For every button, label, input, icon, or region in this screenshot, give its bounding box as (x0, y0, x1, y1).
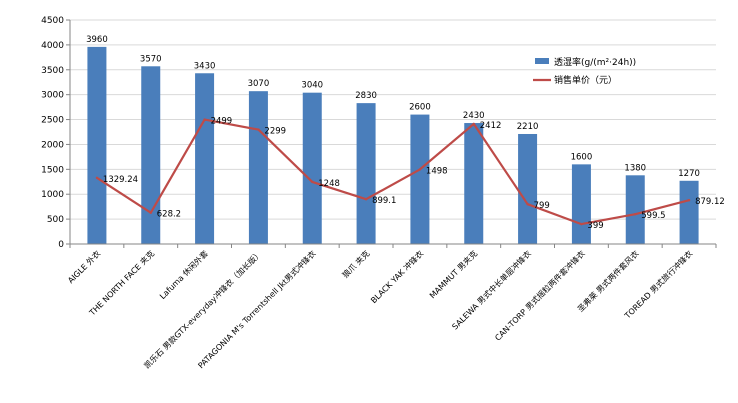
line-value-label: 628.2 (157, 210, 181, 220)
line-value-label: 1248 (318, 179, 340, 189)
line-value-label: 799 (534, 201, 550, 211)
line-value-label: 399 (587, 221, 603, 231)
bar-value-label: 2830 (355, 91, 377, 101)
y-tick-label: 2000 (41, 140, 64, 150)
bar-value-label: 2430 (463, 111, 485, 121)
line-point (526, 203, 529, 206)
line-value-label: 2412 (480, 121, 502, 131)
y-tick-label: 4500 (41, 16, 64, 26)
bar (87, 46, 107, 244)
line-value-label: 2299 (264, 127, 286, 137)
y-tick-label: 3500 (41, 66, 64, 76)
bar-value-label: 3430 (194, 61, 216, 71)
bar (410, 114, 430, 244)
y-tick-label: 2500 (41, 116, 64, 126)
x-category-label: MAMMUT 男夹克 (427, 248, 479, 300)
bar (464, 123, 484, 244)
bar (679, 180, 699, 244)
x-category-label: AIGLE 外衣 (65, 248, 102, 285)
legend-line-label: 销售单价（元） (554, 74, 617, 86)
bar-value-label: 1270 (678, 169, 700, 179)
line-point (149, 211, 152, 214)
line-value-label: 599.5 (641, 211, 665, 221)
x-category-label: BLACK YAK 冲锋衣 (368, 248, 425, 305)
legend: 透湿率(g/(m²·24h)) 销售单价（元） (533, 56, 636, 86)
bar-value-label: 2210 (517, 122, 539, 132)
bar (195, 73, 215, 244)
x-category-label: PATAGONIA M's Torrentshell Jkt男式冲锋衣 (196, 248, 318, 370)
line-value-labels: 1329.24 628.2 2499 2299 1248 899.1 1498 2412 799… (103, 117, 725, 232)
y-tick-label: 4000 (41, 41, 64, 51)
bar (302, 92, 322, 244)
legend-bar-swatch (535, 58, 549, 64)
y-tick-label: 500 (47, 215, 64, 225)
legend-bar-label: 透湿率(g/(m²·24h)) (554, 56, 636, 68)
line-point (472, 122, 475, 126)
bar-value-label: 3070 (248, 79, 270, 89)
line-point (311, 180, 314, 184)
x-category-label: 圣弗莱 男式两件套风衣 (575, 248, 640, 313)
x-category-label: 狼爪 夹克 (340, 248, 371, 279)
bar (356, 103, 376, 244)
bar (518, 133, 538, 244)
y-tick-label: 3000 (41, 91, 64, 101)
y-tick-label: 1500 (41, 165, 64, 175)
line-point (580, 222, 583, 226)
line-point (257, 128, 260, 131)
bar-value-label: 2600 (409, 103, 431, 113)
bar (248, 91, 268, 244)
line-value-label: 879.12 (695, 197, 725, 207)
line-value-label: 2499 (211, 117, 233, 127)
line-value-label: 899.1 (372, 196, 396, 206)
bar-value-label: 3040 (301, 81, 323, 91)
line-point (634, 212, 637, 216)
bar (141, 66, 161, 244)
line-value-label: 1498 (426, 166, 448, 176)
bar (625, 175, 645, 244)
bar-value-labels: 3960 3570 3430 3070 3040 2830 2600 2430 2210 1600… (86, 35, 700, 179)
x-category-label: 凯乐石 男款GTX-everyday冲锋衣（加长版） (142, 248, 264, 370)
line-point (203, 118, 206, 121)
bar (571, 164, 591, 244)
price-line (96, 118, 690, 226)
y-axis-ticks: 0 500 1000 1500 2000 2500 3000 3500 4000 4500 (41, 16, 70, 250)
y-tick-label: 0 (58, 240, 64, 250)
gridlines (70, 19, 716, 220)
bar-value-label: 1380 (624, 163, 646, 173)
axes (69, 20, 717, 248)
bar-value-label: 1600 (571, 152, 593, 162)
line-point (95, 176, 99, 180)
bar-value-label: 3960 (86, 35, 108, 45)
line-value-label: 1329.24 (103, 175, 138, 185)
x-category-label: CAN-TORP 男式摇粒两件套冲锋衣 (493, 248, 587, 342)
bar-value-label: 3570 (140, 54, 162, 64)
line-point (687, 199, 691, 202)
y-tick-label: 1000 (41, 190, 64, 200)
line-point (364, 198, 368, 201)
x-category-label: Lafuma 休闲外套 (157, 248, 210, 301)
line-point (418, 168, 422, 171)
line-series (95, 118, 691, 226)
